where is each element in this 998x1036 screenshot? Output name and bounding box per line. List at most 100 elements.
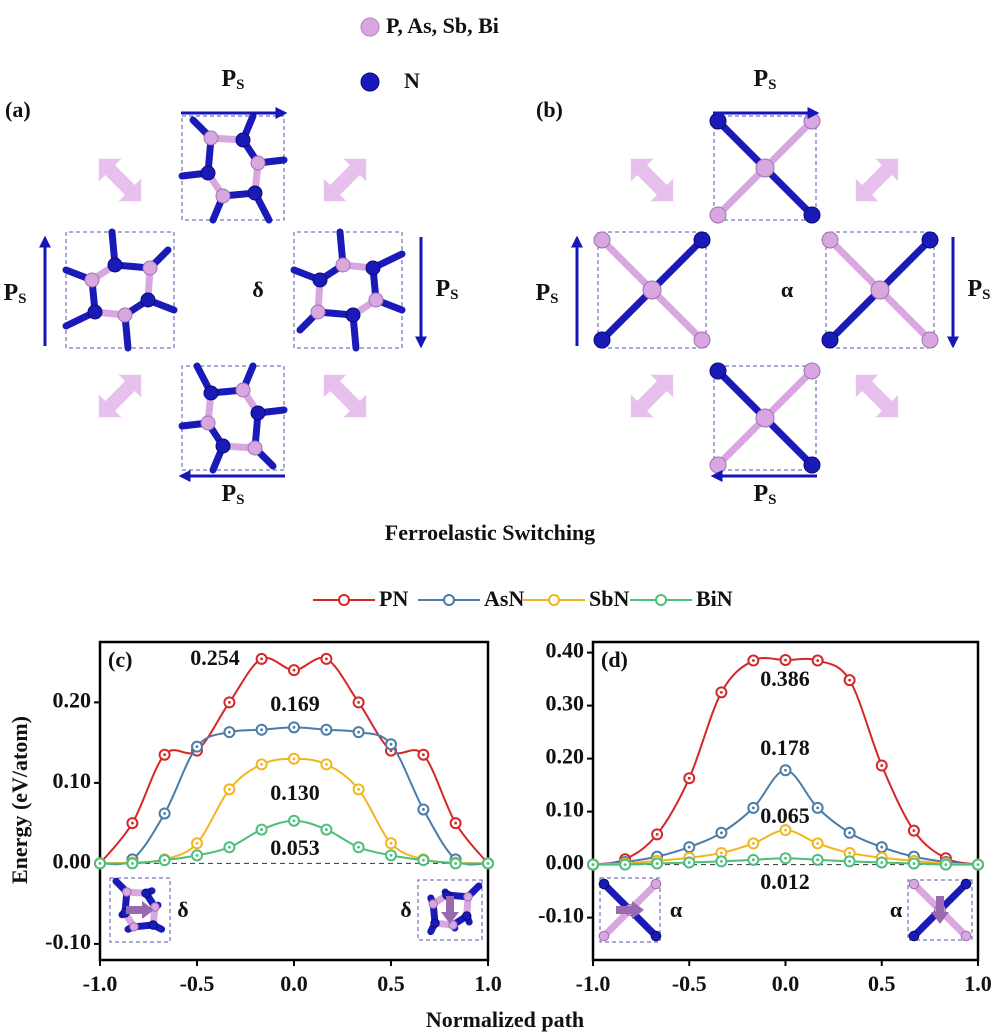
cell-box xyxy=(907,879,973,941)
atom xyxy=(870,280,890,300)
cell-box xyxy=(599,877,661,943)
bond xyxy=(761,367,816,422)
inset-label: α xyxy=(890,897,903,922)
atom-legend-label: P, As, Sb, Bi xyxy=(386,13,499,38)
atom xyxy=(755,158,775,178)
panel-label: (c) xyxy=(108,647,132,672)
bond xyxy=(598,236,656,294)
atom xyxy=(430,918,440,928)
double-arrow xyxy=(630,374,674,418)
bond xyxy=(648,236,706,294)
y-tick-label: 0.10 xyxy=(546,797,585,822)
data-point-dot xyxy=(421,808,425,811)
x-tick-label: 0.5 xyxy=(868,971,896,996)
atom xyxy=(598,930,610,942)
unit-cell xyxy=(709,362,821,474)
atom xyxy=(368,292,384,308)
strain-arrow xyxy=(98,158,142,202)
polarization-label: PS xyxy=(221,66,244,94)
panel-label: (b) xyxy=(536,97,563,122)
double-arrow xyxy=(630,158,674,202)
atom xyxy=(142,260,158,276)
data-point-dot xyxy=(357,730,361,734)
annotation: 0.065 xyxy=(760,803,810,828)
data-point-dot xyxy=(880,845,884,849)
atom xyxy=(150,902,160,912)
inset-arrow xyxy=(126,901,154,919)
atom xyxy=(122,887,132,897)
cell-box xyxy=(417,879,483,941)
inset-label: α xyxy=(670,897,683,922)
atom xyxy=(203,385,219,401)
double-arrow xyxy=(855,374,899,418)
annotation: 0.130 xyxy=(270,780,320,805)
charts: -0.10 0.00 0.10 0.20 -1.0 -0.5 0.0 0.5 1.0 (c) 0.2… xyxy=(45,586,992,996)
unit-cell xyxy=(62,228,178,352)
data-point-dot xyxy=(324,762,328,766)
data-point-dot xyxy=(357,700,361,704)
strain-arrow xyxy=(630,374,674,418)
data-point-dot xyxy=(163,812,167,815)
data-point-dot xyxy=(751,806,755,810)
atom xyxy=(215,188,231,204)
data-point-dot xyxy=(816,858,820,862)
x-tick-label: -1.0 xyxy=(83,971,118,996)
atom xyxy=(117,307,133,323)
x-tick-label: 1.0 xyxy=(964,971,992,996)
atom xyxy=(921,231,939,249)
strain-arrow xyxy=(630,158,674,202)
cell-box xyxy=(713,365,817,471)
atom-legend-label: N xyxy=(404,68,420,93)
atom xyxy=(803,362,821,380)
data-point-dot xyxy=(486,861,490,865)
atom xyxy=(803,112,821,130)
atom xyxy=(345,307,361,323)
data-point-dot xyxy=(719,860,723,863)
polarization-subscript: S xyxy=(550,291,558,307)
bond xyxy=(826,236,884,294)
unit-cell xyxy=(709,112,821,224)
atom xyxy=(908,930,920,942)
atom xyxy=(107,257,123,273)
data-point-dot xyxy=(98,861,102,865)
atom xyxy=(250,405,266,421)
atom xyxy=(650,930,662,942)
annotation: 0.053 xyxy=(270,835,320,860)
annotation: 0.012 xyxy=(760,869,810,894)
x-tick-label: -0.5 xyxy=(672,971,707,996)
bond xyxy=(761,414,816,469)
x-tick-label: 0.0 xyxy=(772,971,800,996)
bond xyxy=(714,367,769,422)
atom xyxy=(462,911,472,921)
data-point-dot xyxy=(687,845,691,849)
data-point-dot xyxy=(227,730,231,734)
atom xyxy=(365,260,381,276)
phase-label: α xyxy=(781,277,794,302)
inset-label: δ xyxy=(177,897,188,922)
data-point-dot xyxy=(912,829,916,833)
data-point-dot xyxy=(389,841,393,845)
atom xyxy=(921,331,939,349)
polarization-label: PS xyxy=(221,481,244,509)
bond xyxy=(826,286,884,344)
data-point-dot xyxy=(784,856,787,860)
legend-atom-p xyxy=(360,17,380,37)
y-tick-label: 0.00 xyxy=(546,850,585,875)
atom xyxy=(693,331,711,349)
legend-marker xyxy=(338,594,350,606)
data-point-dot xyxy=(292,757,296,761)
data-point-dot xyxy=(591,863,595,866)
data-point-dot xyxy=(976,863,980,866)
data-point-dot xyxy=(655,832,659,836)
atom xyxy=(428,899,438,909)
inset-label: δ xyxy=(400,897,411,922)
atom xyxy=(693,231,711,249)
data-point-dot xyxy=(944,863,948,866)
data-point-dot xyxy=(784,768,787,772)
unit-cell xyxy=(417,879,483,941)
data-point-dot xyxy=(357,787,361,791)
data-point-dot xyxy=(719,690,723,694)
cell-box xyxy=(181,365,285,471)
